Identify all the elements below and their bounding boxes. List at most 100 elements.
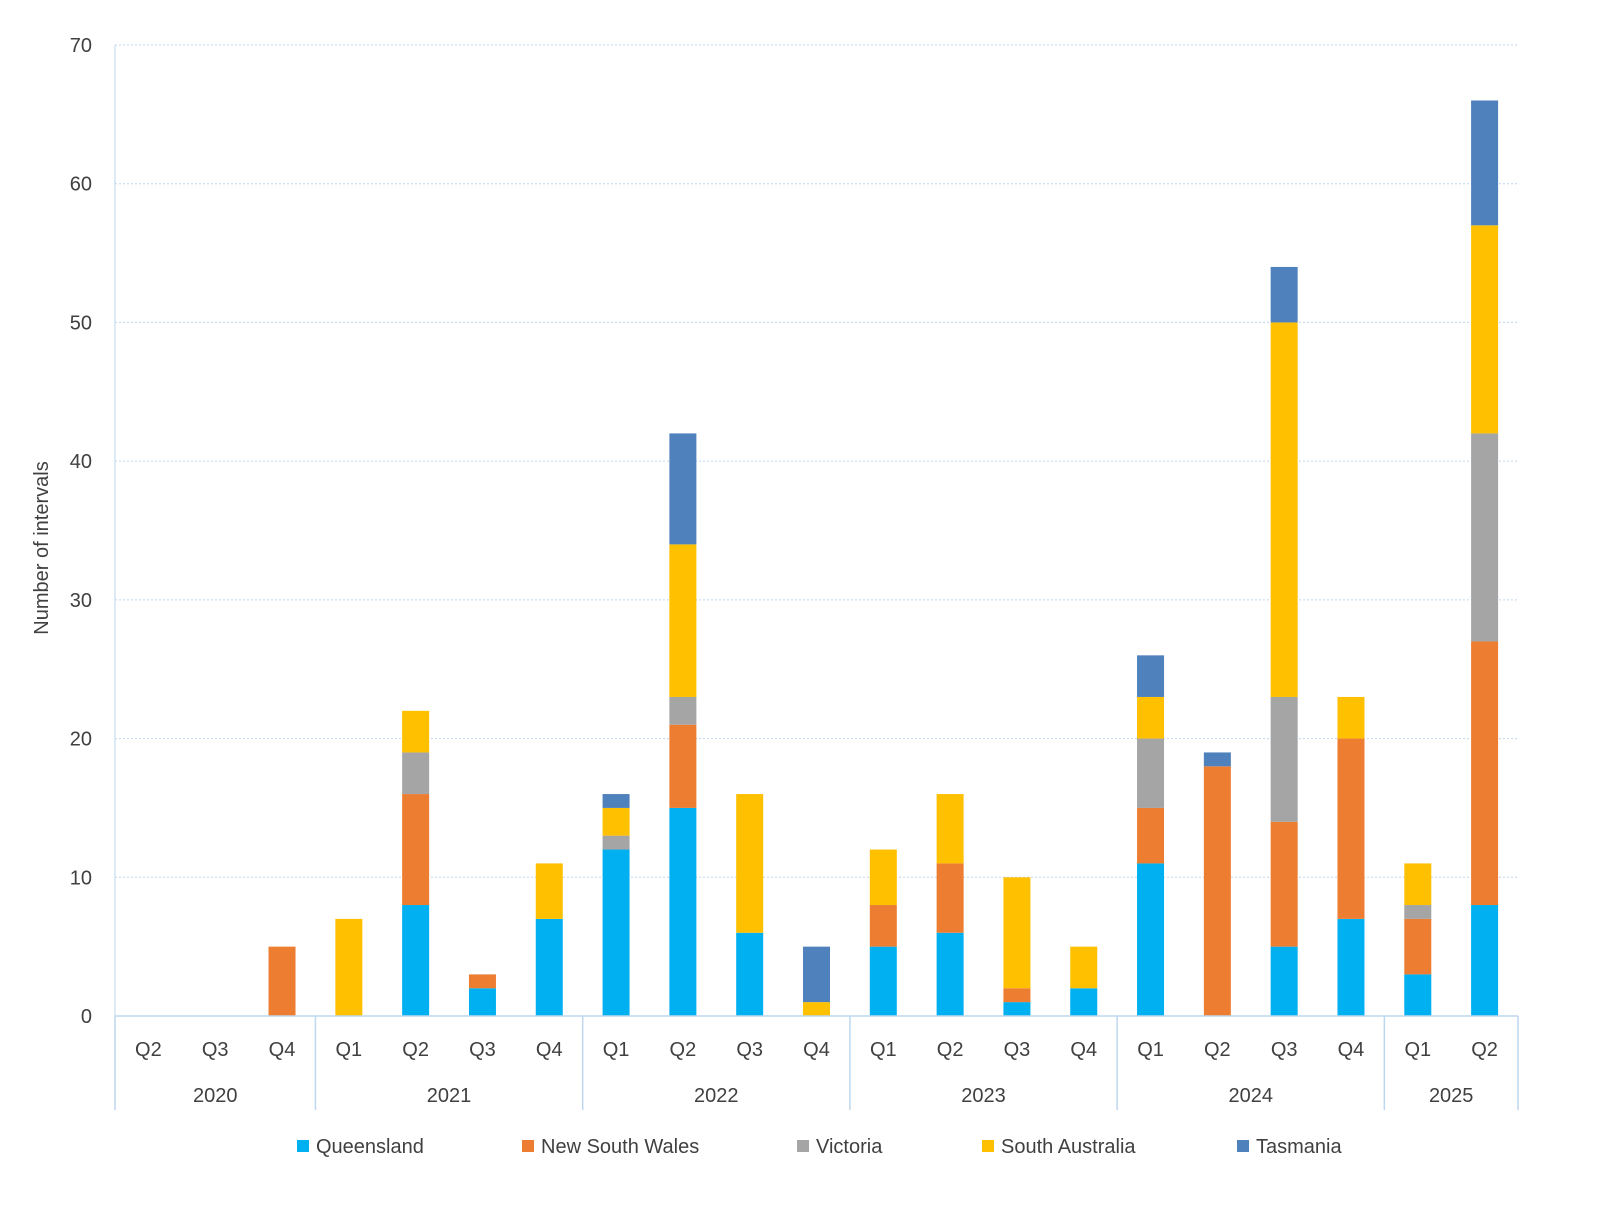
year-label: 2024 (1229, 1085, 1274, 1107)
bar-segment-new-south-wales (1003, 988, 1031, 1003)
year-label: 2022 (694, 1085, 739, 1107)
x-tick-label: Q1 (1404, 1039, 1431, 1061)
bar-segment-victoria (602, 835, 630, 850)
x-tick-label: Q1 (603, 1039, 630, 1061)
bar-segment-south-australia (869, 849, 897, 906)
bar-segment-south-australia (402, 710, 430, 753)
y-tick-label: 30 (70, 590, 92, 612)
x-tick-label: Q3 (736, 1039, 763, 1061)
x-tick-label: Q2 (937, 1039, 964, 1061)
bar-segment-south-australia (1337, 696, 1365, 739)
legend-swatch (982, 1140, 994, 1152)
x-tick-label: Q2 (1471, 1039, 1498, 1061)
legend-label: Tasmania (1256, 1136, 1342, 1158)
bar-segment-new-south-wales (468, 974, 496, 989)
bar-segment-queensland (1137, 863, 1165, 1016)
x-tick-label: Q3 (1004, 1039, 1031, 1061)
x-tick-label: Q4 (1070, 1039, 1097, 1061)
x-tick-label: Q4 (803, 1039, 830, 1061)
bar-segment-tasmania (1270, 266, 1298, 323)
year-label: 2023 (961, 1085, 1006, 1107)
bar-segment-south-australia (1270, 322, 1298, 697)
x-tick-label: Q3 (202, 1039, 229, 1061)
y-tick-label: 40 (70, 451, 92, 473)
legend-swatch (522, 1140, 534, 1152)
bar-segment-queensland (468, 988, 496, 1016)
bar-segment-south-australia (602, 807, 630, 836)
bar-segment-new-south-wales (1137, 807, 1165, 864)
x-tick-label: Q1 (1137, 1039, 1164, 1061)
bar-segment-queensland (869, 946, 897, 1016)
bar-segment-south-australia (803, 1002, 830, 1016)
bar-segment-queensland (535, 918, 563, 1016)
legend-swatch (1237, 1140, 1249, 1152)
bar-segment-south-australia (669, 544, 697, 697)
bar-segment-victoria (1404, 905, 1432, 919)
bar-segment-victoria (402, 752, 430, 795)
legend: Queensland New South Wales Victoria South A… (297, 1136, 1342, 1158)
bar-segment-south-australia (936, 794, 964, 864)
bar-segment-new-south-wales (936, 863, 964, 933)
bar-segment-new-south-wales (1270, 821, 1298, 947)
bar-segment-new-south-wales (869, 905, 897, 947)
y-tick-label: 0 (81, 1006, 92, 1028)
bar-segment-new-south-wales (268, 946, 296, 1016)
bar-segment-queensland (1003, 1002, 1031, 1016)
bar-segment-queensland (1404, 974, 1432, 1016)
legend-label: New South Wales (541, 1136, 699, 1158)
bar-segment-queensland (936, 932, 964, 1016)
bar-segment-queensland (736, 932, 764, 1016)
bar-segment-tasmania (1137, 655, 1165, 697)
bar-segment-queensland (602, 849, 630, 1016)
bar-segment-new-south-wales (1404, 918, 1432, 975)
year-label: 2025 (1429, 1085, 1474, 1107)
x-tick-label: Q4 (269, 1039, 296, 1061)
bar-segment-tasmania (803, 946, 830, 1003)
x-tick-label: Q2 (402, 1039, 429, 1061)
x-tick-label: Q2 (135, 1039, 162, 1061)
x-tick-label: Q3 (1271, 1039, 1298, 1061)
y-tick-label: 50 (70, 312, 92, 334)
bar-segment-victoria (1270, 696, 1298, 822)
bar-segment-south-australia (1404, 863, 1432, 906)
bar-segment-tasmania (602, 794, 630, 808)
x-tick-label: Q4 (536, 1039, 563, 1061)
bar-segment-south-australia (1070, 946, 1098, 989)
bar-segment-queensland (402, 905, 430, 1016)
bar-segment-victoria (1137, 738, 1165, 808)
bar-segment-new-south-wales (1471, 641, 1499, 906)
y-axis-title: Number of intervals (31, 461, 53, 634)
bar-segment-queensland (1070, 988, 1098, 1016)
bar-segment-new-south-wales (402, 794, 430, 906)
bar-segment-south-australia (1137, 696, 1165, 739)
x-tick-label: Q1 (870, 1039, 897, 1061)
year-label: 2020 (193, 1085, 238, 1107)
bar-segment-south-australia (1471, 225, 1499, 434)
y-tick-label: 10 (70, 867, 92, 889)
gridlines: 0 10 20 30 40 50 60 70 (70, 35, 1518, 1028)
bar-segment-new-south-wales (1203, 766, 1231, 1016)
bar-segment-queensland (1471, 905, 1499, 1016)
bar-segment-south-australia (535, 863, 563, 919)
x-tick-label: Q2 (1204, 1039, 1231, 1061)
bar-segment-queensland (669, 807, 697, 1016)
legend-swatch (297, 1140, 309, 1152)
legend-label: South Australia (1001, 1136, 1136, 1158)
year-label: 2021 (427, 1085, 472, 1107)
y-tick-label: 60 (70, 174, 92, 196)
x-tick-label: Q1 (335, 1039, 362, 1061)
bar-segment-queensland (1337, 918, 1365, 1016)
bar-segment-new-south-wales (669, 724, 697, 808)
bar-segment-victoria (669, 696, 697, 725)
bars (268, 100, 1499, 1016)
bar-segment-queensland (1270, 946, 1298, 1016)
y-tick-label: 20 (70, 729, 92, 751)
bar-segment-south-australia (335, 918, 363, 1016)
x-tick-label: Q4 (1338, 1039, 1365, 1061)
bar-segment-new-south-wales (1337, 738, 1365, 919)
legend-swatch (797, 1140, 809, 1152)
bar-segment-tasmania (1471, 100, 1499, 226)
bar-segment-tasmania (669, 433, 697, 545)
